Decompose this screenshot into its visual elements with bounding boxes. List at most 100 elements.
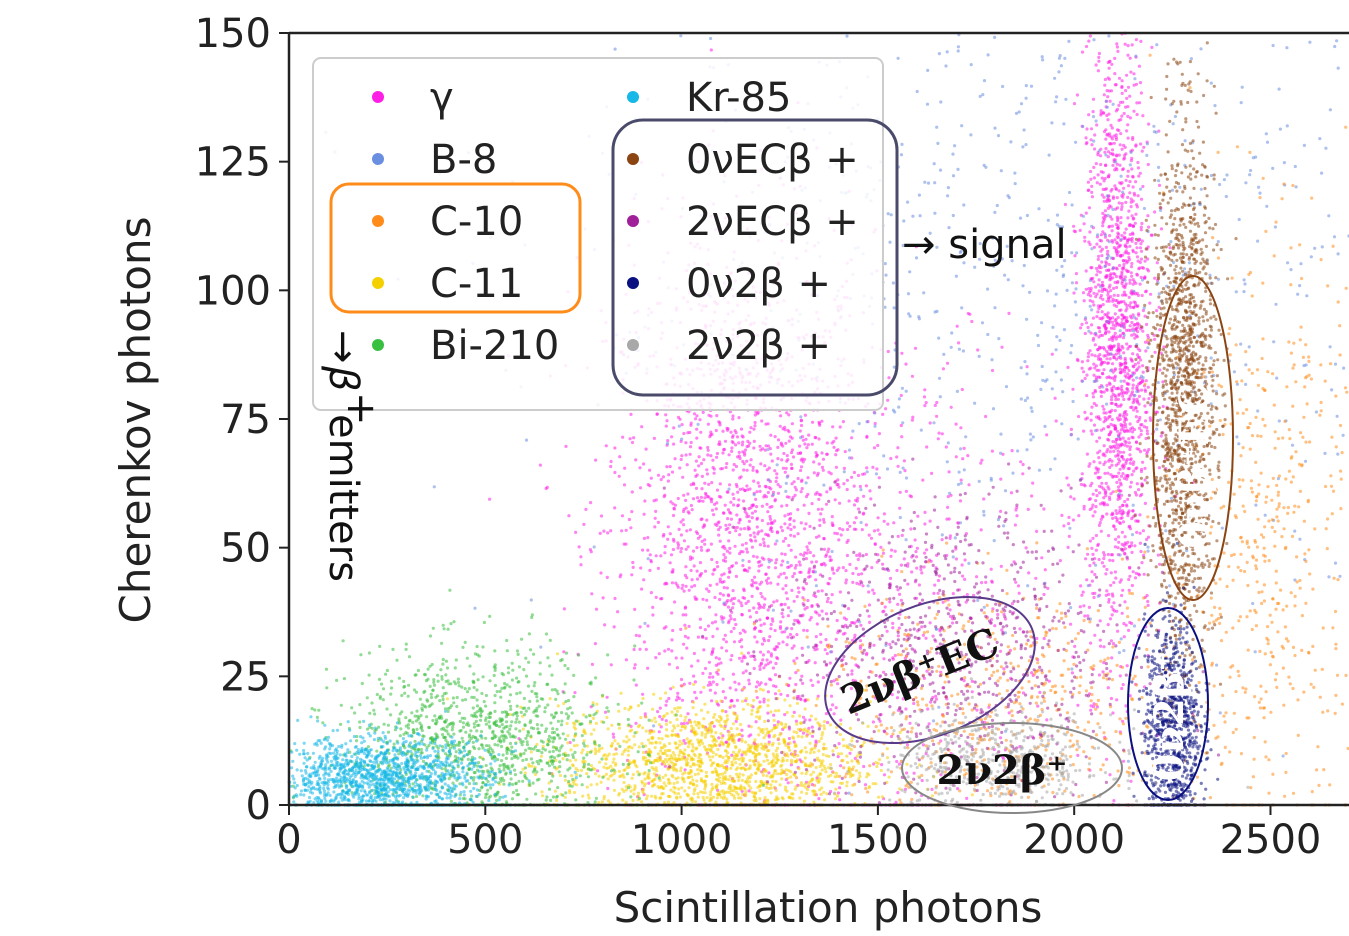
data-point xyxy=(1159,227,1164,231)
data-point xyxy=(642,640,647,644)
data-point xyxy=(1110,62,1114,66)
data-point xyxy=(1320,245,1324,249)
data-point xyxy=(665,699,669,703)
data-point xyxy=(1128,574,1132,578)
data-point xyxy=(796,476,800,481)
data-point xyxy=(1112,286,1116,290)
data-point xyxy=(760,556,765,560)
data-point xyxy=(603,710,608,714)
data-point xyxy=(690,578,694,582)
data-point xyxy=(945,361,950,365)
data-point xyxy=(1099,768,1103,772)
data-point xyxy=(917,315,921,319)
data-point xyxy=(1328,108,1332,112)
data-point xyxy=(1131,232,1135,236)
data-point xyxy=(1141,114,1145,118)
data-point xyxy=(643,621,647,626)
data-point xyxy=(623,466,627,470)
data-point xyxy=(798,429,802,433)
data-point xyxy=(770,617,775,621)
data-point xyxy=(1282,161,1286,165)
data-point xyxy=(757,484,762,488)
data-point xyxy=(776,491,781,495)
data-point xyxy=(780,552,784,556)
data-point xyxy=(1099,249,1103,253)
data-point xyxy=(1098,245,1102,249)
data-point xyxy=(736,490,740,494)
data-point xyxy=(956,45,961,49)
data-point xyxy=(875,715,879,719)
data-point xyxy=(683,623,687,627)
data-point xyxy=(731,606,735,610)
data-point xyxy=(739,527,743,531)
data-point xyxy=(1092,379,1096,384)
data-point xyxy=(1099,529,1103,533)
data-point xyxy=(1121,511,1125,515)
data-point xyxy=(1131,570,1135,574)
data-point xyxy=(1142,425,1146,429)
data-point xyxy=(1094,375,1099,379)
data-point xyxy=(1277,87,1281,91)
data-point xyxy=(826,581,830,586)
data-point xyxy=(683,634,688,639)
data-point xyxy=(692,564,696,568)
data-point xyxy=(779,620,783,624)
data-point xyxy=(957,347,962,351)
data-point xyxy=(676,691,680,695)
data-point xyxy=(1251,601,1255,606)
data-point xyxy=(792,599,796,603)
data-point xyxy=(909,527,913,531)
data-point xyxy=(676,546,680,550)
data-point xyxy=(933,403,937,407)
data-point xyxy=(746,599,750,604)
data-point xyxy=(1148,301,1152,305)
data-point xyxy=(1124,200,1128,204)
data-point xyxy=(904,476,909,480)
data-point xyxy=(1090,308,1094,312)
data-point xyxy=(959,478,963,482)
data-point xyxy=(980,458,984,462)
data-point xyxy=(713,567,717,572)
data-point xyxy=(1136,259,1140,263)
data-point xyxy=(741,450,745,454)
data-point xyxy=(1242,290,1246,294)
data-point xyxy=(1110,229,1114,233)
data-point xyxy=(804,557,809,561)
data-point xyxy=(1121,293,1125,297)
data-point xyxy=(737,521,741,525)
data-point xyxy=(817,462,821,466)
data-point xyxy=(1109,398,1114,402)
data-point xyxy=(800,487,804,491)
data-point xyxy=(1058,338,1062,342)
data-point xyxy=(808,550,812,555)
data-point xyxy=(681,509,686,514)
data-point xyxy=(1130,261,1134,266)
data-point xyxy=(1102,411,1106,415)
data-point xyxy=(1128,278,1132,282)
data-point xyxy=(1109,583,1113,587)
data-point xyxy=(1110,605,1114,609)
data-point xyxy=(1089,266,1093,270)
data-point xyxy=(1116,446,1120,450)
data-point xyxy=(1147,397,1151,401)
data-point xyxy=(1019,366,1023,370)
data-point xyxy=(1113,527,1118,531)
data-point xyxy=(1112,272,1116,276)
data-point xyxy=(1327,575,1331,579)
data-point xyxy=(984,414,988,419)
data-point xyxy=(661,534,666,538)
data-point xyxy=(1080,593,1084,597)
data-point xyxy=(1213,104,1217,108)
data-point xyxy=(1036,333,1040,337)
data-point xyxy=(1263,513,1267,517)
data-point xyxy=(752,439,756,443)
data-point xyxy=(1040,556,1044,560)
data-point xyxy=(1019,102,1024,106)
data-point xyxy=(885,629,889,633)
data-point xyxy=(921,743,926,747)
data-point xyxy=(1132,72,1136,76)
data-point xyxy=(928,621,932,625)
data-point xyxy=(827,547,831,551)
data-point xyxy=(877,476,881,480)
data-point xyxy=(951,555,955,559)
